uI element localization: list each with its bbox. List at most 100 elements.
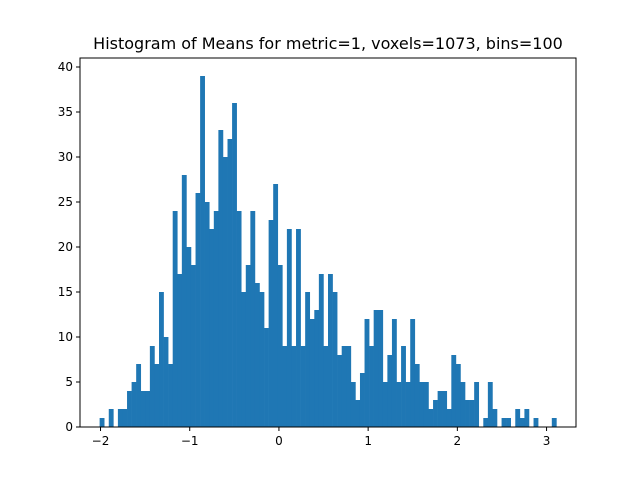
histogram-bar xyxy=(149,346,155,427)
histogram-bar xyxy=(487,382,493,427)
histogram-bar xyxy=(519,418,525,427)
histogram-bar xyxy=(337,355,343,427)
histogram-bar xyxy=(442,391,448,427)
histogram-bar xyxy=(218,130,224,427)
histogram-bar xyxy=(437,391,443,427)
histogram-bar xyxy=(364,319,370,427)
histogram-bar xyxy=(323,346,329,427)
histogram-bar xyxy=(318,274,324,427)
histogram-bar xyxy=(405,382,411,427)
histogram-bar xyxy=(460,382,466,427)
histogram-bar xyxy=(524,409,530,427)
histogram-bar xyxy=(213,211,219,427)
y-tick-label: 5 xyxy=(65,375,73,389)
histogram-bar xyxy=(168,364,174,427)
histogram-bar xyxy=(186,247,192,427)
y-tick-label: 35 xyxy=(58,105,73,119)
histogram-bar xyxy=(177,274,183,427)
histogram-bar xyxy=(222,157,228,427)
histogram-bar xyxy=(350,382,356,427)
y-tick-label: 30 xyxy=(58,150,73,164)
histogram-bar xyxy=(227,139,233,427)
histogram-bar xyxy=(373,310,379,427)
histogram-bar xyxy=(346,346,352,427)
histogram-bar xyxy=(145,391,151,427)
histogram-bar xyxy=(305,292,311,427)
y-tick-label: 0 xyxy=(65,420,73,434)
x-tick-label: 1 xyxy=(364,434,372,448)
histogram-bar xyxy=(328,274,333,427)
histogram-bar xyxy=(533,418,539,427)
histogram-bar xyxy=(387,355,393,427)
histogram-bar xyxy=(195,193,201,427)
histogram-bar xyxy=(501,418,507,427)
chart-title: Histogram of Means for metric=1, voxels=… xyxy=(93,34,563,53)
histogram-bar xyxy=(378,310,384,427)
histogram-bar xyxy=(190,265,196,427)
histogram-bar xyxy=(172,211,178,427)
histogram-bar xyxy=(314,310,320,427)
bars-group xyxy=(99,76,557,427)
histogram-bar xyxy=(140,391,146,427)
x-tick-label: 2 xyxy=(454,434,462,448)
histogram-bar xyxy=(245,265,251,427)
x-tick-label: 0 xyxy=(275,434,283,448)
histogram-bar xyxy=(200,76,205,427)
histogram-bar xyxy=(136,364,142,427)
histogram-bar xyxy=(254,283,260,427)
histogram-bar xyxy=(273,184,279,427)
histogram-bar xyxy=(492,409,498,427)
histogram-bar xyxy=(282,346,288,427)
histogram-bar xyxy=(204,202,210,427)
histogram-bar xyxy=(131,382,137,427)
histogram-bar xyxy=(259,292,265,427)
histogram-bar xyxy=(250,211,256,427)
y-tick-label: 20 xyxy=(58,240,73,254)
histogram-bar xyxy=(300,346,306,427)
histogram-bar xyxy=(465,400,470,427)
histogram-bar xyxy=(286,229,292,427)
histogram-bar xyxy=(309,319,315,427)
histogram-bar xyxy=(423,382,429,427)
x-axis: −2 −1 0 1 2 3 xyxy=(92,427,551,448)
y-axis: 0 5 10 15 20 25 30 35 40 xyxy=(58,60,80,434)
histogram-bar xyxy=(163,337,169,427)
x-tick-label: −2 xyxy=(92,434,110,448)
histogram-bar xyxy=(428,409,434,427)
histogram-bar xyxy=(396,382,402,427)
histogram-bar xyxy=(446,409,452,427)
histogram-bar xyxy=(154,364,160,427)
histogram-bar xyxy=(209,229,215,427)
histogram-bar xyxy=(236,211,242,427)
histogram-bar xyxy=(451,355,457,427)
histogram-bar xyxy=(359,373,365,427)
x-tick-label: −1 xyxy=(181,434,199,448)
histogram-bar xyxy=(483,418,489,427)
histogram-bar xyxy=(99,418,105,427)
histogram-bar xyxy=(277,265,283,427)
histogram-bar xyxy=(369,346,374,427)
histogram-bar xyxy=(515,409,521,427)
histogram-bar xyxy=(355,400,361,427)
y-tick-label: 15 xyxy=(58,285,73,299)
histogram-bar xyxy=(401,346,406,427)
histogram-bar xyxy=(506,418,511,427)
histogram-bar xyxy=(414,364,420,427)
y-tick-label: 10 xyxy=(58,330,73,344)
histogram-bar xyxy=(291,346,297,427)
histogram-bar xyxy=(232,103,237,427)
histogram-bar xyxy=(341,346,347,427)
histogram-bar xyxy=(469,400,475,427)
x-tick-label: 3 xyxy=(543,434,551,448)
histogram-bar xyxy=(117,409,123,427)
histogram-bar xyxy=(382,382,388,427)
histogram-bar xyxy=(241,292,247,427)
histogram-bar xyxy=(332,292,338,427)
histogram-bar xyxy=(296,229,301,427)
histogram-bar xyxy=(391,319,397,427)
histogram-bar xyxy=(127,391,132,427)
histogram-bar xyxy=(551,418,557,427)
histogram-bar xyxy=(159,292,164,427)
histogram-bar xyxy=(122,409,128,427)
